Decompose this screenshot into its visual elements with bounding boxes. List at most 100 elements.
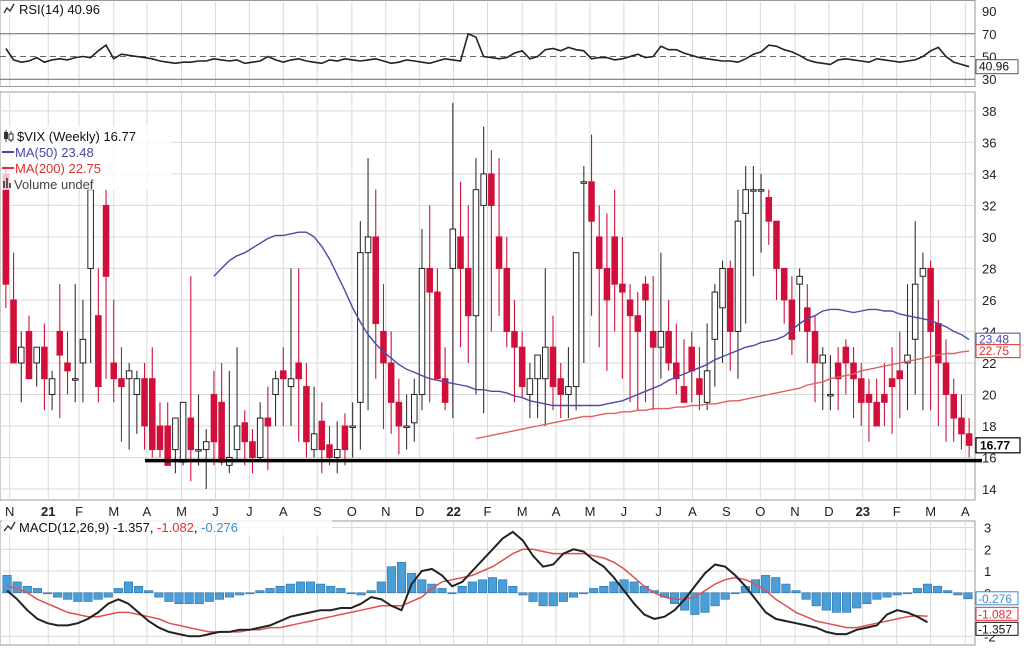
macd-header-title: MACD(12,26,9) bbox=[19, 520, 109, 535]
macd-histogram-bar bbox=[144, 590, 154, 594]
candle-body bbox=[919, 267, 927, 277]
macd-histogram-bar bbox=[568, 592, 579, 598]
volume-bars-icon bbox=[3, 178, 11, 188]
candle-body bbox=[626, 299, 634, 317]
candle-body bbox=[387, 362, 395, 403]
candle-body bbox=[757, 189, 765, 192]
macd-histogram-bar bbox=[275, 585, 285, 594]
macd-histogram-bar bbox=[83, 592, 93, 602]
candle-body bbox=[580, 181, 588, 184]
macd-header: MACD(12,26,9) -1.357, -1.082, -0.276 bbox=[2, 519, 332, 535]
rsi-header-label: RSI(14) 40.96 bbox=[19, 2, 100, 17]
candle-body bbox=[403, 425, 410, 428]
candle-body bbox=[380, 330, 387, 364]
ma50-legend-label: MA(50) 23.48 bbox=[15, 145, 94, 160]
candle-body bbox=[696, 378, 703, 395]
candle-body bbox=[958, 417, 965, 435]
candle-body bbox=[411, 393, 418, 424]
macd-histogram-bar bbox=[103, 592, 113, 598]
candle-body bbox=[187, 417, 195, 451]
macd-histogram-bar bbox=[771, 577, 781, 594]
candle-body bbox=[25, 330, 33, 380]
x-axis-label: O bbox=[347, 504, 357, 519]
macd-histogram-bar bbox=[174, 592, 184, 604]
macd-tag-label: -0.276 bbox=[978, 592, 1012, 606]
candle-body bbox=[233, 425, 241, 451]
x-axis-label: A bbox=[143, 504, 152, 519]
price-tick-label: 30 bbox=[982, 230, 996, 245]
macd-histogram-bar bbox=[548, 592, 558, 607]
macd-histogram-bar bbox=[437, 588, 447, 594]
candle-body bbox=[472, 189, 480, 317]
candle-body bbox=[665, 330, 672, 364]
candle-body bbox=[441, 378, 449, 403]
macd-histogram-bar bbox=[73, 592, 83, 602]
macd-tag-box bbox=[975, 621, 1019, 636]
macd-histogram-bar bbox=[953, 592, 963, 596]
macd-histogram-bar bbox=[2, 575, 12, 594]
ma200-line bbox=[475, 350, 970, 440]
candle-body bbox=[156, 425, 164, 451]
candle-body bbox=[557, 378, 564, 395]
x-axis-label: M bbox=[925, 504, 936, 519]
candle-body bbox=[572, 252, 580, 388]
candle-body bbox=[526, 378, 534, 395]
x-axis-label: N bbox=[790, 504, 799, 519]
macd-histogram-bar bbox=[204, 592, 214, 602]
candle-body bbox=[195, 449, 202, 452]
candle-body bbox=[241, 422, 249, 443]
rsi-tick-label: 30 bbox=[982, 72, 996, 87]
candle-body bbox=[357, 252, 364, 403]
candle-body bbox=[603, 267, 611, 301]
rsi-header: RSI(14) 40.96 bbox=[3, 2, 100, 17]
x-axis-label: 22 bbox=[446, 504, 460, 519]
macd-tick-label: 3 bbox=[984, 521, 991, 536]
macd-histogram-bar bbox=[963, 592, 973, 600]
candle-body bbox=[434, 291, 441, 380]
macd-signal-value: -1.082 bbox=[157, 520, 194, 535]
candle-body bbox=[911, 283, 919, 340]
candle-body bbox=[965, 433, 973, 446]
macd-histogram-bar bbox=[629, 581, 639, 594]
x-axis-label: M bbox=[517, 504, 528, 519]
candlesticks bbox=[2, 103, 973, 489]
candle-body bbox=[395, 401, 403, 427]
macd-histogram-bar bbox=[255, 590, 265, 594]
macd-histogram-bar bbox=[32, 588, 42, 594]
macd-histogram-bar bbox=[761, 575, 771, 594]
macd-histogram-bar bbox=[235, 592, 245, 596]
macd-histogram-bar bbox=[164, 592, 174, 602]
macd-histogram-bar bbox=[285, 583, 295, 594]
x-axis-label: N bbox=[5, 504, 14, 519]
x-axis-label: 23 bbox=[856, 504, 870, 519]
rsi-grid bbox=[0, 0, 976, 87]
macd-histogram-bar bbox=[912, 588, 922, 594]
x-axis-label: J bbox=[246, 504, 253, 519]
candle-body bbox=[935, 323, 942, 364]
macd-histogram-bar bbox=[892, 592, 902, 596]
candle-body bbox=[256, 417, 264, 458]
svg-text:MACD(12,26,9): MACD(12,26,9) -1.357, -1.082, -0.276 bbox=[19, 520, 238, 535]
macd-histogram-bar bbox=[447, 592, 457, 595]
candle-body bbox=[595, 236, 603, 269]
macd-histogram-bar bbox=[902, 592, 912, 595]
candle-body bbox=[942, 362, 950, 395]
macd-line bbox=[6, 530, 928, 638]
candle-body bbox=[41, 346, 48, 380]
macd-histogram-bar bbox=[53, 592, 63, 598]
price-tick-label: 32 bbox=[982, 198, 996, 213]
price-last-value-tag: 16.77 bbox=[975, 437, 1021, 454]
x-axis-label: F bbox=[484, 504, 492, 519]
rsi-frame bbox=[0, 0, 976, 87]
macd-tag-label: -1.082 bbox=[978, 607, 1012, 621]
candle-body bbox=[680, 386, 688, 403]
rsi-tick-label: 90 bbox=[982, 4, 996, 19]
macd-histogram-bar bbox=[467, 581, 477, 594]
candle-body bbox=[249, 441, 256, 458]
candle-body bbox=[56, 330, 64, 356]
price-tick-label: 22 bbox=[982, 356, 996, 371]
candle-body bbox=[688, 346, 695, 372]
candle-body bbox=[295, 362, 302, 380]
